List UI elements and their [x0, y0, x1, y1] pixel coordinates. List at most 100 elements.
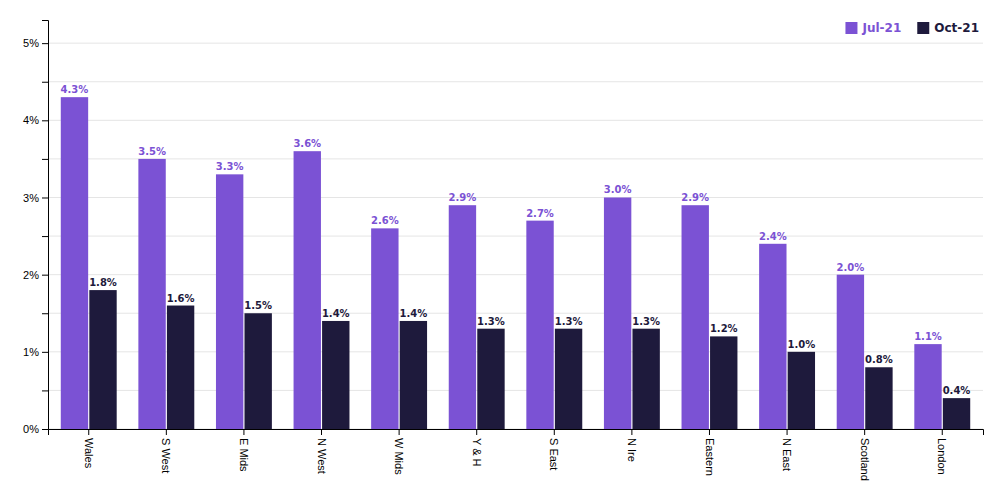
bar: [138, 159, 165, 429]
y-tick-mark: [42, 120, 48, 121]
data-label: 2.9%: [681, 192, 709, 203]
y-tick-mark: [42, 159, 48, 160]
y-tick-mark: [42, 390, 48, 391]
bar: [914, 344, 941, 429]
bar: [526, 221, 553, 429]
bar: [400, 321, 427, 429]
x-tick-label: N Ire: [626, 438, 638, 462]
y-tick-label: 3%: [23, 192, 39, 204]
y-axis: 0% 1% 2% 3% 4% 5%: [23, 21, 48, 436]
bars: [61, 97, 970, 429]
data-label: 1.3%: [555, 316, 583, 327]
x-tick: Y & H: [471, 429, 483, 467]
x-tick-label: W Mids: [393, 438, 405, 475]
data-label: 0.4%: [943, 385, 971, 396]
bar: [865, 367, 892, 429]
x-tick-mark: [864, 429, 865, 435]
x-tick-mark: [787, 429, 788, 435]
x-tick-label: London: [936, 438, 948, 475]
x-tick-mark: [243, 429, 244, 435]
y-tick: 4%: [23, 114, 48, 126]
legend: Jul-21Oct-21: [845, 21, 979, 35]
data-label: 2.9%: [449, 192, 477, 203]
bar: [322, 321, 349, 429]
y-tick: [42, 313, 48, 314]
bar: [477, 329, 504, 429]
data-label: 1.6%: [167, 293, 195, 304]
data-label: 2.6%: [371, 215, 399, 226]
y-tick-label: 0%: [23, 423, 39, 435]
x-tick-mark: [399, 429, 400, 435]
y-tick-mark: [42, 352, 48, 353]
x-tick: N Ire: [626, 429, 638, 462]
bar: [244, 313, 271, 429]
bar: [216, 174, 243, 429]
y-tick: [42, 390, 48, 391]
x-tick: Wales: [83, 429, 95, 469]
x-tick-mark: [631, 429, 632, 435]
legend-label: Oct-21: [934, 21, 979, 35]
x-tick: N West: [316, 429, 328, 474]
chart: 4.3%3.5%3.3%3.6%2.6%2.9%2.7%3.0%2.9%2.4%…: [0, 0, 1003, 501]
plot: 4.3%3.5%3.3%3.6%2.6%2.9%2.7%3.0%2.9%2.4%…: [23, 21, 983, 481]
x-tick-mark: [88, 429, 89, 435]
y-tick-label: 1%: [23, 346, 39, 358]
x-tick-label: E Mids: [238, 438, 250, 472]
x-tick: London: [936, 429, 948, 475]
y-tick-label: 4%: [23, 114, 39, 126]
grid-line: [48, 158, 983, 159]
y-tick-mark: [42, 82, 48, 83]
data-label: 1.2%: [710, 323, 738, 334]
legend-swatch: [845, 22, 857, 34]
y-tick: 2%: [23, 269, 48, 281]
x-tick-mark: [942, 429, 943, 435]
grid-line: [48, 120, 983, 121]
bar: [710, 336, 737, 429]
y-tick: [42, 159, 48, 160]
x-tick-label: Eastern: [704, 438, 716, 476]
grid: [48, 43, 983, 429]
data-label: 1.1%: [914, 331, 942, 342]
bar: [682, 205, 709, 429]
data-label: 1.4%: [400, 308, 428, 319]
x-tick-label: N East: [781, 438, 793, 471]
y-tick-label: 2%: [23, 269, 39, 281]
data-labels: 4.3%3.5%3.3%3.6%2.6%2.9%2.7%3.0%2.9%2.4%…: [61, 84, 971, 396]
x-tick-mark: [709, 429, 710, 435]
data-label: 0.8%: [865, 354, 893, 365]
y-tick: 1%: [23, 346, 48, 358]
data-label: 1.5%: [244, 300, 272, 311]
y-axis-line: [42, 21, 49, 430]
bar: [604, 197, 631, 429]
data-label: 2.7%: [526, 208, 554, 219]
x-tick-mark: [554, 429, 555, 435]
x-tick-label: N West: [316, 438, 328, 474]
x-tick-mark: [166, 429, 167, 435]
data-label: 1.0%: [787, 339, 815, 350]
data-label: 1.8%: [89, 277, 117, 288]
x-tick-label: Wales: [83, 438, 95, 469]
y-tick-mark: [42, 197, 48, 198]
y-tick: 5%: [23, 37, 48, 49]
y-tick: [42, 236, 48, 237]
x-tick-mark: [476, 429, 477, 435]
y-tick-mark: [42, 275, 48, 276]
x-tick: Eastern: [704, 429, 716, 476]
x-tick-label: Scotland: [859, 438, 871, 481]
legend-item: Oct-21: [917, 21, 979, 35]
x-tick-label: Y & H: [471, 438, 483, 467]
grid-line: [48, 81, 983, 82]
x-tick: W Mids: [393, 429, 405, 475]
x-tick: E Mids: [238, 429, 250, 472]
bar: [61, 97, 88, 429]
data-label: 1.3%: [477, 316, 505, 327]
y-tick-mark: [42, 236, 48, 237]
x-tick-mark: [321, 429, 322, 435]
bar: [89, 290, 116, 429]
y-tick-mark: [42, 313, 48, 314]
y-tick-label: 5%: [23, 37, 39, 49]
data-label: 3.5%: [138, 146, 166, 157]
x-tick-label: S East: [548, 438, 560, 470]
y-tick-mark: [42, 429, 48, 430]
y-tick: 0%: [23, 423, 48, 435]
